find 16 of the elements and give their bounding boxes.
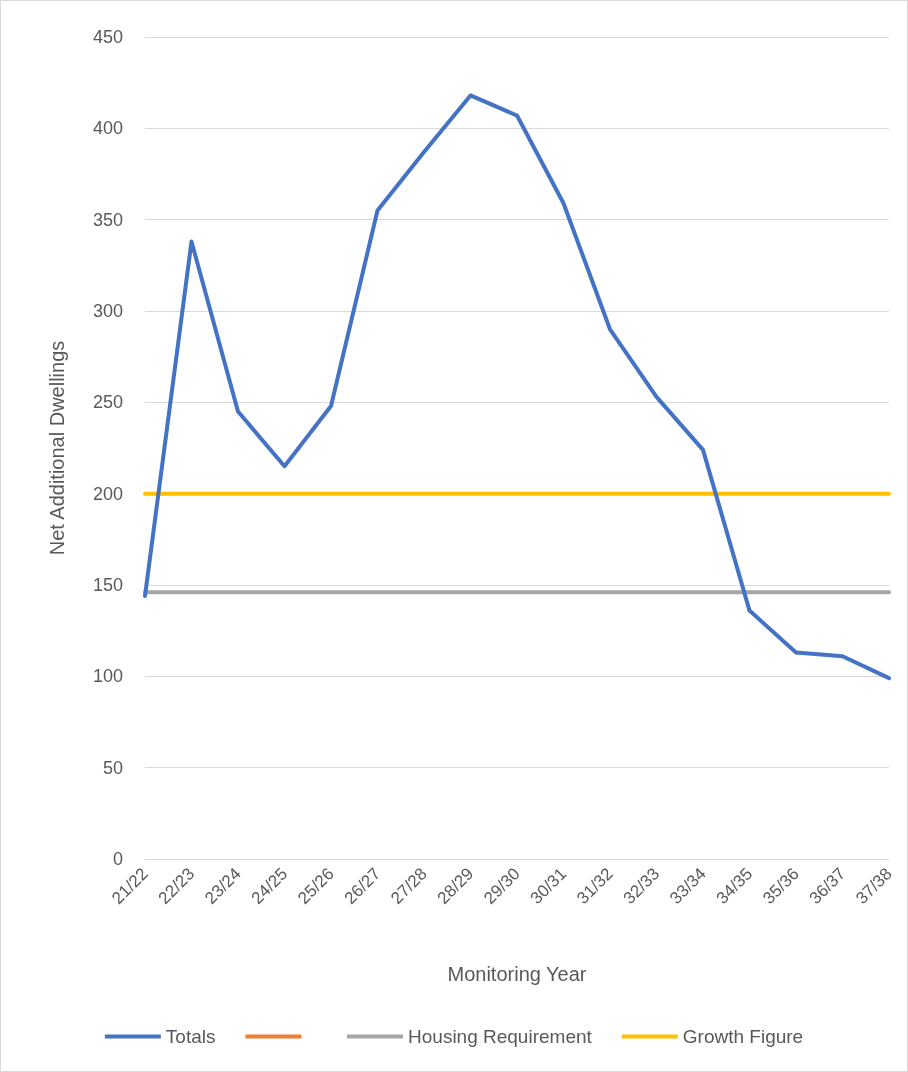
y-tick-label: 200: [92, 483, 123, 504]
y-tick-label: 100: [92, 666, 123, 687]
y-tick-label: 400: [92, 118, 123, 139]
legend-label: Housing Requirement: [408, 1026, 593, 1047]
x-axis-title: Monitoring Year: [447, 963, 587, 985]
y-tick-label: 150: [92, 575, 123, 595]
line-series: [143, 93, 891, 681]
y-tick-label: 450: [92, 27, 123, 47]
y-axis-title: Net Additional Dwellings: [46, 340, 68, 556]
y-tick-label: 250: [92, 392, 123, 413]
y-tick-label: 300: [92, 301, 123, 321]
legend-label: Totals: [165, 1026, 216, 1047]
legend-label: Growth Figure: [682, 1026, 804, 1047]
y-tick-label: 0: [112, 849, 123, 869]
y-tick-label: 50: [102, 757, 123, 778]
y-tick-label: 350: [92, 209, 123, 230]
